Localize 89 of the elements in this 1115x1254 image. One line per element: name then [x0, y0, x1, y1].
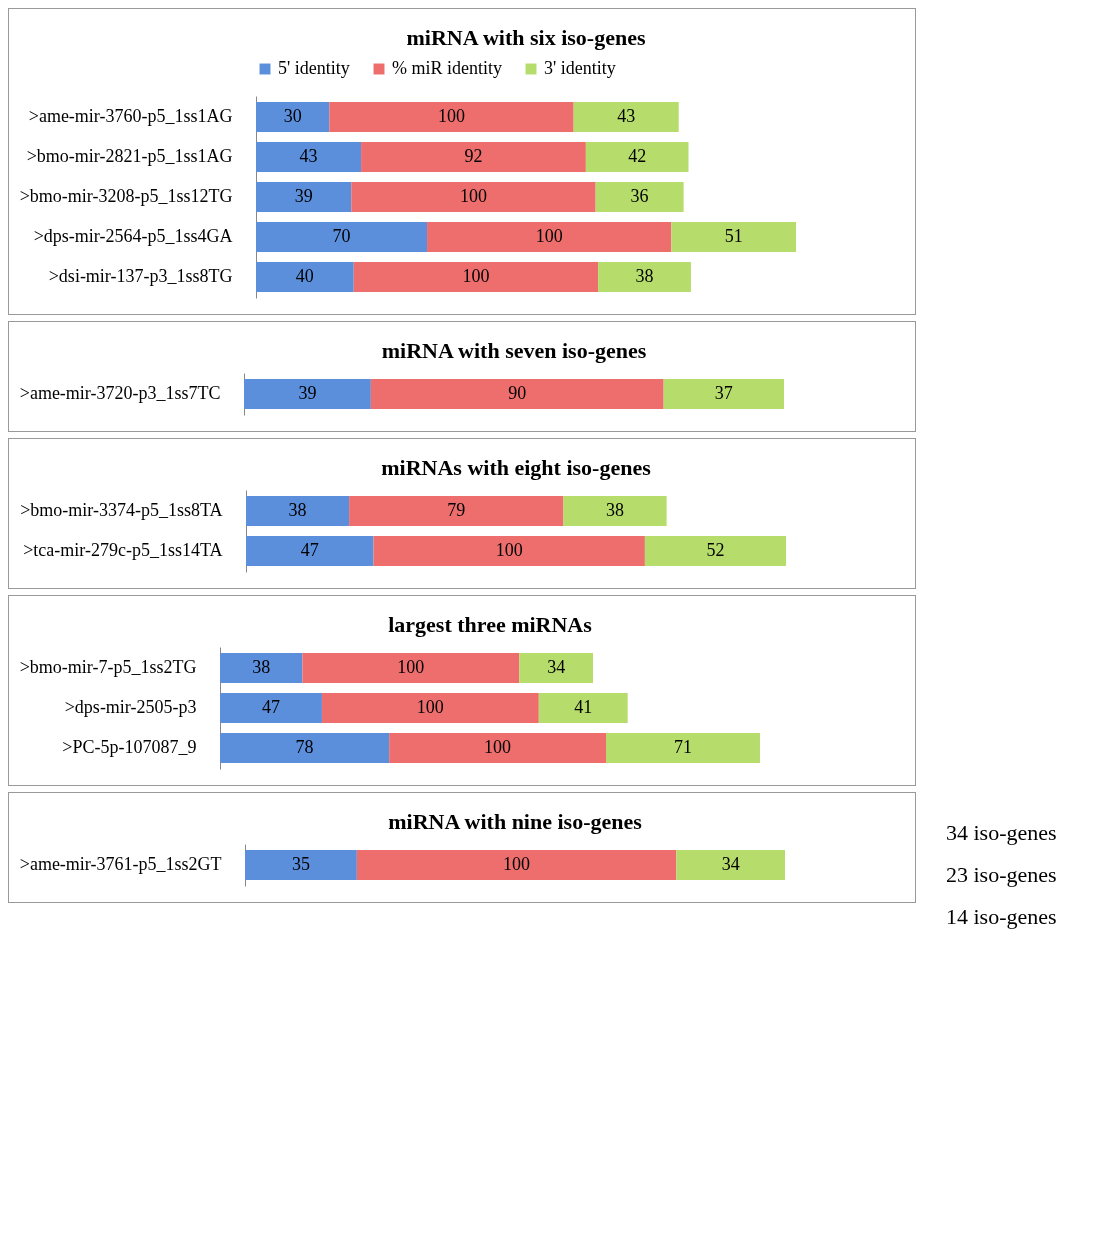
y-tick-label: >dps-mir-2564-p5_1ss4GA: [33, 226, 233, 246]
data-label: 38: [606, 500, 625, 520]
y-tick-label: >ame-mir-3760-p5_1ss1AG: [28, 106, 233, 126]
data-label: 39: [298, 383, 317, 403]
bar: [246, 536, 374, 566]
data-label: 38: [288, 500, 307, 520]
bar: [351, 182, 596, 212]
bar: [256, 262, 354, 292]
bar: [573, 102, 679, 132]
bar: [353, 262, 599, 292]
data-label: 100: [495, 540, 523, 560]
text: 34 iso-genes: [946, 819, 1057, 847]
data-label: 38: [635, 266, 654, 286]
data-label: 78: [295, 737, 314, 757]
y-tick-label: >bmo-mir-3208-p5_1ss12TG: [19, 186, 233, 206]
chart-title: miRNA with seven iso-genes: [381, 338, 647, 363]
bar: [519, 653, 594, 683]
bar: [329, 102, 574, 132]
bar: [671, 222, 796, 252]
bar: [220, 653, 303, 683]
bar: [302, 653, 520, 683]
bar: [389, 733, 607, 763]
bar: [427, 222, 672, 252]
y-tick-label: >dps-mir-2505-p3: [64, 697, 197, 717]
data-label: 38: [252, 657, 271, 677]
data-label: 34: [721, 854, 740, 874]
y-tick-label: >ame-mir-3720-p3_1ss7TC: [19, 383, 221, 403]
data-label: 37: [714, 383, 733, 403]
data-label: 100: [397, 657, 425, 677]
data-label: 79: [447, 500, 466, 520]
data-label: 43: [299, 146, 318, 166]
bar: [598, 262, 691, 292]
data-label: 100: [437, 106, 465, 126]
data-label: 42: [628, 146, 647, 166]
data-label: 100: [535, 226, 563, 246]
bar: [321, 693, 539, 723]
data-label: 100: [503, 854, 531, 874]
data-label: 51: [724, 226, 743, 246]
data-label: 39: [294, 186, 313, 206]
chart-title: miRNA with six iso-genes: [406, 25, 646, 50]
data-label: 43: [617, 106, 636, 126]
y-tick-label: >bmo-mir-3374-p5_1ss8TA: [20, 500, 223, 520]
bar: [220, 733, 390, 763]
legend-label: 5' identity: [278, 58, 350, 78]
legend-label: 3' identity: [544, 58, 616, 78]
data-label: 35: [291, 854, 310, 874]
data-label: 41: [574, 697, 593, 717]
data-label: 100: [462, 266, 490, 286]
text: 23 iso-genes: [946, 861, 1057, 889]
data-label: 100: [459, 186, 487, 206]
bar: [256, 182, 352, 212]
bar: [256, 222, 428, 252]
chart-title: miRNAs with eight iso-genes: [381, 455, 652, 480]
data-label: 71: [674, 737, 693, 757]
bar: [361, 142, 586, 172]
bar: [349, 496, 564, 526]
data-label: 36: [630, 186, 649, 206]
text: 14 iso-genes: [946, 903, 1057, 931]
data-label: 30: [283, 106, 302, 126]
bar: [644, 536, 786, 566]
bar: [595, 182, 684, 212]
data-label: 92: [464, 146, 483, 166]
legend-label: % miR identity: [392, 58, 502, 78]
bar: [563, 496, 667, 526]
bar: [585, 142, 689, 172]
data-label: 70: [332, 226, 351, 246]
data-label: 34: [547, 657, 566, 677]
data-label: 40: [295, 266, 314, 286]
data-label: 47: [261, 697, 280, 717]
chart-title: miRNA with nine iso-genes: [388, 809, 643, 834]
bar: [256, 142, 362, 172]
data-label: 47: [300, 540, 319, 560]
y-tick-label: >ame-mir-3761-p5_1ss2GT: [19, 854, 222, 874]
bar: [246, 496, 350, 526]
y-tick-label: >dsi-mir-137-p3_1ss8TG: [48, 266, 233, 286]
bar: [373, 536, 645, 566]
data-label: 100: [484, 737, 512, 757]
bar: [606, 733, 760, 763]
y-tick-label: >tca-mir-279c-p5_1ss14TA: [23, 540, 223, 560]
data-label: 52: [706, 540, 725, 560]
chart-title: largest three miRNAs: [388, 612, 593, 637]
y-tick-label: >PC-5p-107087_9: [62, 737, 197, 757]
data-label: 90: [508, 383, 527, 403]
bar: [220, 693, 322, 723]
bar: [256, 102, 330, 132]
y-tick-label: >bmo-mir-2821-p5_1ss1AG: [26, 146, 233, 166]
data-label: 100: [416, 697, 444, 717]
bar: [538, 693, 628, 723]
y-tick-label: >bmo-mir-7-p5_1ss2TG: [19, 657, 197, 677]
